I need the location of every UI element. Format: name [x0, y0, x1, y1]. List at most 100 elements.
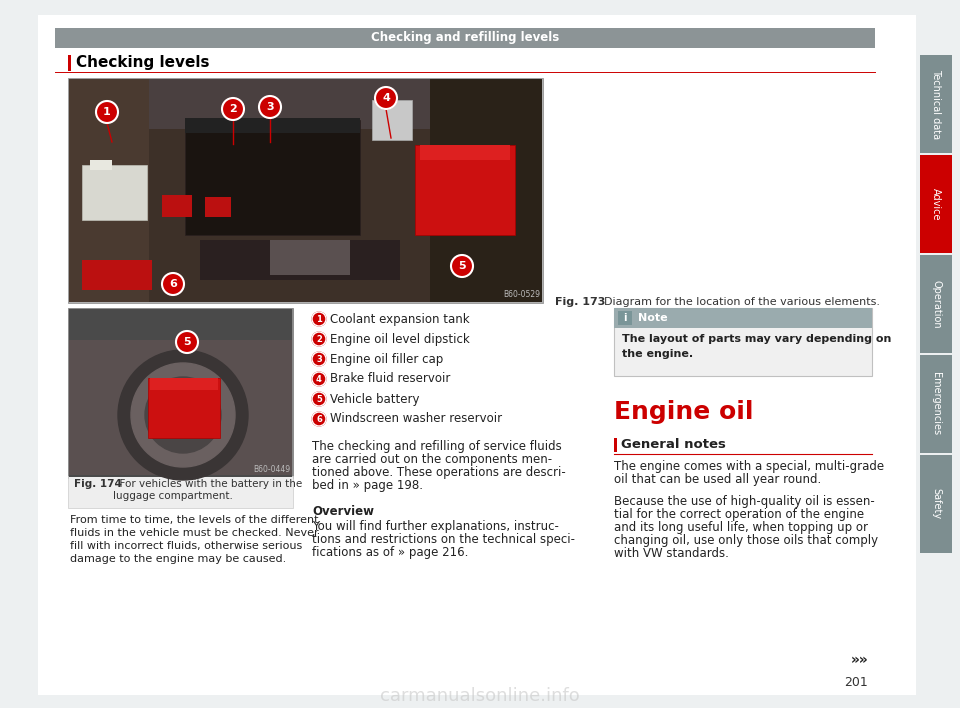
Circle shape: [312, 372, 326, 386]
Text: damage to the engine may be caused.: damage to the engine may be caused.: [70, 554, 286, 564]
FancyBboxPatch shape: [90, 160, 112, 170]
FancyBboxPatch shape: [420, 145, 510, 160]
Circle shape: [312, 412, 326, 426]
Text: Engine oil: Engine oil: [614, 400, 754, 424]
FancyBboxPatch shape: [205, 197, 231, 217]
FancyBboxPatch shape: [69, 79, 542, 302]
Text: 6: 6: [316, 414, 322, 423]
Circle shape: [312, 332, 326, 346]
Text: 5: 5: [458, 261, 466, 271]
Circle shape: [312, 312, 326, 326]
Text: oil that can be used all year round.: oil that can be used all year round.: [614, 473, 821, 486]
Text: with VW standards.: with VW standards.: [614, 547, 729, 560]
Circle shape: [259, 96, 281, 118]
Text: carmanualsonline.info: carmanualsonline.info: [380, 687, 580, 705]
Text: Because the use of high-quality oil is essen-: Because the use of high-quality oil is e…: [614, 495, 875, 508]
Text: Diagram for the location of the various elements.: Diagram for the location of the various …: [597, 297, 880, 307]
FancyBboxPatch shape: [68, 78, 543, 303]
Circle shape: [222, 98, 244, 120]
FancyBboxPatch shape: [69, 340, 292, 475]
Text: »»: »»: [851, 653, 868, 667]
Circle shape: [96, 101, 118, 123]
FancyBboxPatch shape: [69, 309, 292, 477]
Text: 2: 2: [316, 334, 322, 343]
Text: i: i: [623, 313, 627, 323]
Text: Windscreen washer reservoir: Windscreen washer reservoir: [330, 413, 502, 426]
Circle shape: [375, 87, 397, 109]
Text: Coolant expansion tank: Coolant expansion tank: [330, 312, 469, 326]
FancyBboxPatch shape: [68, 55, 71, 71]
Text: 4: 4: [382, 93, 390, 103]
Text: The checking and refilling of service fluids: The checking and refilling of service fl…: [312, 440, 562, 453]
Text: The engine comes with a special, multi-grade: The engine comes with a special, multi-g…: [614, 460, 884, 473]
Text: B60-0449: B60-0449: [252, 465, 290, 474]
Circle shape: [176, 331, 198, 353]
Text: bed in » page 198.: bed in » page 198.: [312, 479, 423, 492]
FancyBboxPatch shape: [614, 308, 872, 376]
FancyBboxPatch shape: [185, 120, 360, 235]
Text: fications as of » page 216.: fications as of » page 216.: [312, 546, 468, 559]
FancyBboxPatch shape: [920, 455, 952, 553]
Text: 4: 4: [316, 375, 322, 384]
Text: are carried out on the components men-: are carried out on the components men-: [312, 453, 552, 466]
Text: Technical data: Technical data: [931, 69, 941, 139]
Text: Operation: Operation: [931, 280, 941, 329]
FancyBboxPatch shape: [920, 55, 952, 153]
Text: tioned above. These operations are descri-: tioned above. These operations are descr…: [312, 466, 565, 479]
Text: General notes: General notes: [621, 438, 726, 452]
Text: tial for the correct operation of the engine: tial for the correct operation of the en…: [614, 508, 864, 521]
Circle shape: [161, 393, 205, 437]
FancyBboxPatch shape: [920, 255, 952, 353]
Circle shape: [312, 352, 326, 366]
FancyBboxPatch shape: [55, 28, 875, 48]
Text: Safety: Safety: [931, 489, 941, 520]
FancyBboxPatch shape: [614, 438, 617, 452]
Text: From time to time, the levels of the different: From time to time, the levels of the dif…: [70, 515, 319, 525]
Text: fill with incorrect fluids, otherwise serious: fill with incorrect fluids, otherwise se…: [70, 541, 302, 551]
FancyBboxPatch shape: [614, 308, 872, 328]
Text: Fig. 173: Fig. 173: [555, 297, 606, 307]
FancyBboxPatch shape: [68, 308, 293, 478]
Text: and its long useful life, when topping up or: and its long useful life, when topping u…: [614, 521, 868, 534]
Circle shape: [162, 273, 184, 295]
FancyBboxPatch shape: [162, 195, 192, 217]
FancyBboxPatch shape: [185, 118, 360, 133]
FancyBboxPatch shape: [82, 260, 152, 290]
Text: 2: 2: [229, 104, 237, 114]
FancyBboxPatch shape: [69, 79, 149, 302]
Text: Brake fluid reservoir: Brake fluid reservoir: [330, 372, 450, 385]
Text: Advice: Advice: [931, 188, 941, 220]
Text: 6: 6: [169, 279, 177, 289]
Text: 5: 5: [183, 337, 191, 347]
FancyBboxPatch shape: [148, 378, 220, 438]
Circle shape: [451, 255, 473, 277]
Text: Checking and refilling levels: Checking and refilling levels: [371, 31, 559, 45]
Circle shape: [312, 392, 326, 406]
Text: tions and restrictions on the technical speci-: tions and restrictions on the technical …: [312, 533, 575, 546]
Text: fluids in the vehicle must be checked. Never: fluids in the vehicle must be checked. N…: [70, 528, 319, 538]
FancyBboxPatch shape: [415, 145, 515, 235]
Text: 1: 1: [103, 107, 110, 117]
Text: Engine oil level dipstick: Engine oil level dipstick: [330, 333, 469, 346]
Text: B60-0529: B60-0529: [503, 290, 540, 299]
Text: Fig. 174: Fig. 174: [74, 479, 122, 489]
Text: Vehicle battery: Vehicle battery: [330, 392, 420, 406]
Circle shape: [118, 350, 248, 480]
FancyBboxPatch shape: [270, 240, 350, 275]
Text: You will find further explanations, instruc-: You will find further explanations, inst…: [312, 520, 559, 533]
Text: Emergencies: Emergencies: [931, 372, 941, 435]
Text: 1: 1: [316, 314, 322, 324]
FancyBboxPatch shape: [430, 79, 542, 302]
FancyBboxPatch shape: [920, 155, 952, 253]
FancyBboxPatch shape: [69, 79, 542, 129]
FancyBboxPatch shape: [920, 355, 952, 453]
Text: Engine oil filler cap: Engine oil filler cap: [330, 353, 444, 365]
Text: 201: 201: [844, 675, 868, 688]
Text: For vehicles with the battery in the
luggage compartment.: For vehicles with the battery in the lug…: [113, 479, 302, 501]
FancyBboxPatch shape: [618, 311, 632, 325]
FancyBboxPatch shape: [82, 165, 147, 220]
Text: Note: Note: [638, 313, 667, 323]
Text: 5: 5: [316, 394, 322, 404]
FancyBboxPatch shape: [200, 240, 400, 280]
Text: The layout of parts may vary depending on
the engine.: The layout of parts may vary depending o…: [622, 334, 892, 359]
